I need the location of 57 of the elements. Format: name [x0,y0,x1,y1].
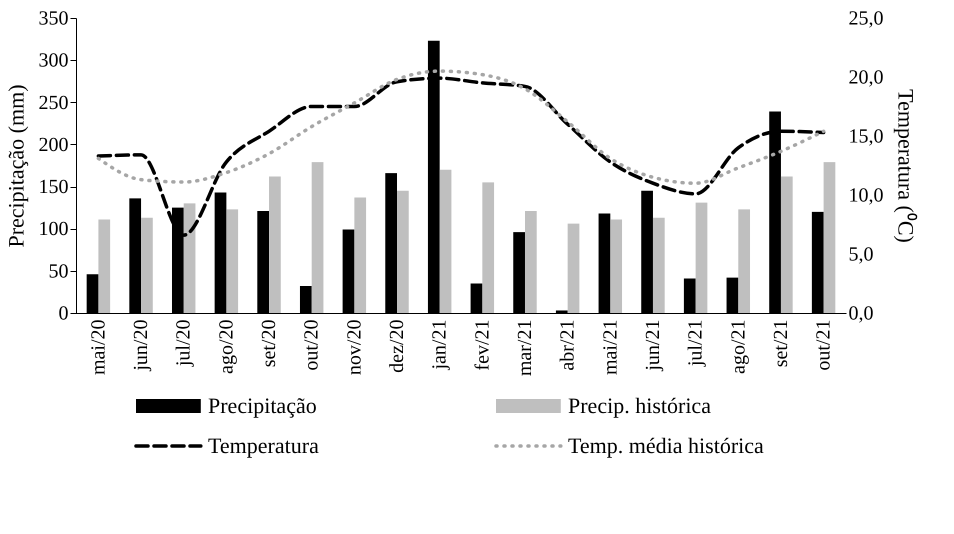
bar [652,218,665,313]
x-tick-label: jan/21 [428,320,451,370]
bar [738,209,750,313]
x-tick-label: abr/21 [556,320,579,371]
bar [98,219,110,313]
x-tick-label: set/21 [770,320,792,368]
y-tick-label: 350 [38,8,68,30]
legend-label: Temp. média histórica [568,433,764,458]
x-tick-label: out/21 [812,320,835,371]
bar [780,176,793,313]
bar [440,170,452,313]
bar [824,162,836,313]
x-tick-label: jul/21 [684,320,707,368]
x-tick-label: mai/20 [87,320,110,376]
y-tick-label: 300 [38,50,68,72]
line-series [96,69,826,185]
bar [184,203,196,313]
y-tick-label: 150 [38,176,68,198]
x-tick-label: dez/20 [386,320,408,373]
x-tick-label: jul/20 [172,320,195,368]
bar [568,224,580,313]
x-tick-label: set/20 [258,320,280,368]
legend-label: Precip. histórica [568,393,712,418]
bar [312,162,324,313]
x-tick-label: fev/21 [471,320,494,371]
x-tick-label: nov/20 [343,320,366,376]
bar [482,182,494,313]
y-tick-label: 100 [38,218,68,240]
y2-tick-label: 10,0 [848,184,884,206]
y-tick-label: 50 [48,260,68,282]
y2-tick-label: 0,0 [848,302,874,324]
x-tick-label: ago/20 [215,320,238,374]
bar [610,219,622,313]
y2-axis-title: Temperatura (⁰C) [894,89,918,243]
x-tick-label: mar/21 [514,320,536,376]
bar [696,202,708,313]
bar [397,190,409,313]
y2-tick-label: 25,0 [848,8,884,30]
bar [524,211,537,313]
y2-tick-label: 5,0 [848,244,874,266]
y-tick-label: 200 [38,134,68,156]
y2-tick-label: 20,0 [848,66,884,88]
x-tick-label: jun/21 [642,320,664,372]
bar [141,218,153,313]
bar [354,198,366,313]
x-tick-label: out/20 [300,320,323,371]
legend-label: Precipitação [208,393,317,418]
bar [226,209,238,313]
y-tick-label: 250 [38,92,68,114]
legend-label: Temperatura [208,433,320,458]
y-axis-title: Precipitação (mm) [4,84,28,248]
x-tick-label: jun/20 [130,320,152,372]
x-tick-label: mai/21 [599,320,622,376]
y2-tick-label: 15,0 [848,126,884,148]
y-tick-label: 0 [58,302,68,324]
bar [269,176,281,313]
x-tick-label: ago/21 [727,320,750,374]
